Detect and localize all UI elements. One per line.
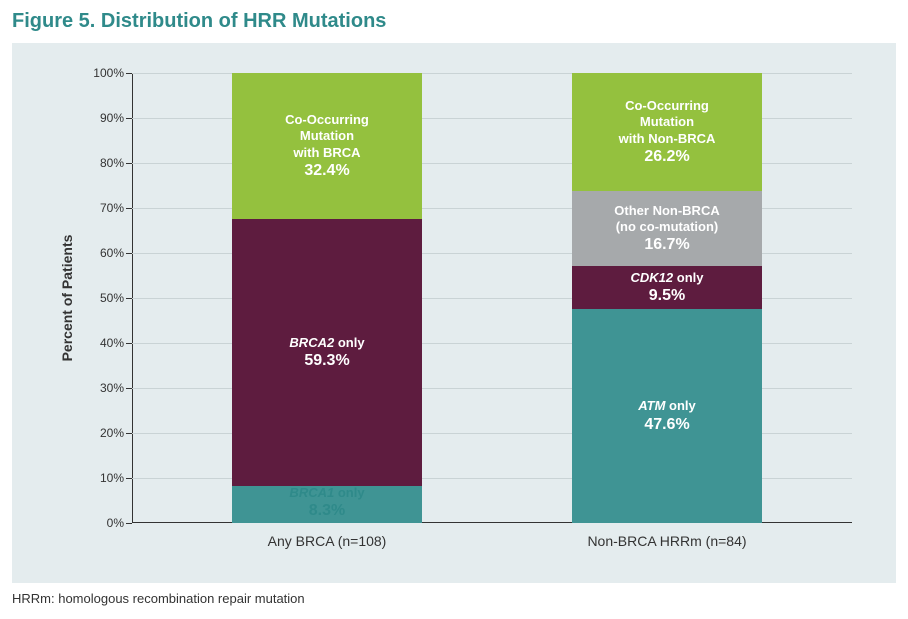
chart-panel: Percent of Patients 0%10%20%30%40%50%60%… (12, 43, 896, 583)
y-tick-mark (126, 478, 132, 479)
segment-percent: 8.3% (285, 502, 368, 520)
y-tick-mark (126, 298, 132, 299)
y-tick-label: 100% (93, 66, 124, 80)
segment-percent: 16.7% (644, 236, 689, 254)
stacked-bar: ATM only47.6%CDK12 only9.5%Other Non-BRC… (572, 73, 762, 523)
bar-segment: CDK12 only9.5% (572, 266, 762, 309)
segment-label: BRCA1 only (285, 485, 368, 501)
figure-title: Figure 5. Distribution of HRR Mutations (0, 0, 908, 41)
x-category-label: Any BRCA (n=108) (268, 533, 387, 549)
y-tick-label: 80% (100, 156, 124, 170)
segment-percent: 47.6% (644, 416, 689, 434)
segment-label: BRCA2 only (285, 335, 368, 351)
segment-label-outside: BRCA1 only8.3% (285, 485, 368, 520)
bar-segment: ATM only 47.6% (572, 309, 762, 523)
y-tick-mark (126, 73, 132, 74)
stacked-bar: BRCA1 only8.3%BRCA2 only59.3%Co-Occurrin… (232, 73, 422, 523)
y-tick-mark (126, 253, 132, 254)
y-tick-label: 70% (100, 201, 124, 215)
segment-percent: 26.2% (644, 148, 689, 166)
y-tick-label: 30% (100, 381, 124, 395)
segment-label: CDK12 only (627, 270, 708, 286)
segment-percent: 59.3% (304, 352, 349, 370)
segment-label: ATM only (634, 398, 700, 414)
y-tick-mark (126, 343, 132, 344)
footnote: HRRm: homologous recombination repair mu… (0, 587, 908, 606)
y-tick-label: 20% (100, 426, 124, 440)
y-tick-mark (126, 433, 132, 434)
y-axis-title: Percent of Patients (59, 235, 75, 362)
y-tick-mark (126, 388, 132, 389)
y-tick-label: 10% (100, 471, 124, 485)
y-tick-mark (126, 163, 132, 164)
y-tick-label: 50% (100, 291, 124, 305)
bar-segment: Co-OccurringMutationwith Non-BRCA26.2% (572, 73, 762, 191)
plot-area: 0%10%20%30%40%50%60%70%80%90%100%BRCA1 o… (132, 73, 852, 523)
segment-label: Other Non-BRCA(no co-mutation) (610, 203, 723, 236)
y-tick-label: 0% (107, 516, 124, 530)
y-tick-label: 60% (100, 246, 124, 260)
y-tick-mark (126, 523, 132, 524)
bar-segment: BRCA2 only59.3% (232, 219, 422, 486)
segment-percent: 32.4% (304, 162, 349, 180)
x-category-label: Non-BRCA HRRm (n=84) (587, 533, 746, 549)
bar-segment: Co-OccurringMutationwith BRCA32.4% (232, 73, 422, 219)
y-tick-label: 90% (100, 111, 124, 125)
bar-segment: Other Non-BRCA(no co-mutation)16.7% (572, 191, 762, 266)
y-tick-mark (126, 208, 132, 209)
segment-percent: 9.5% (649, 287, 685, 305)
y-tick-label: 40% (100, 336, 124, 350)
y-tick-mark (126, 118, 132, 119)
segment-label: Co-OccurringMutationwith Non-BRCA (615, 98, 720, 147)
segment-label: Co-OccurringMutationwith BRCA (281, 112, 373, 161)
